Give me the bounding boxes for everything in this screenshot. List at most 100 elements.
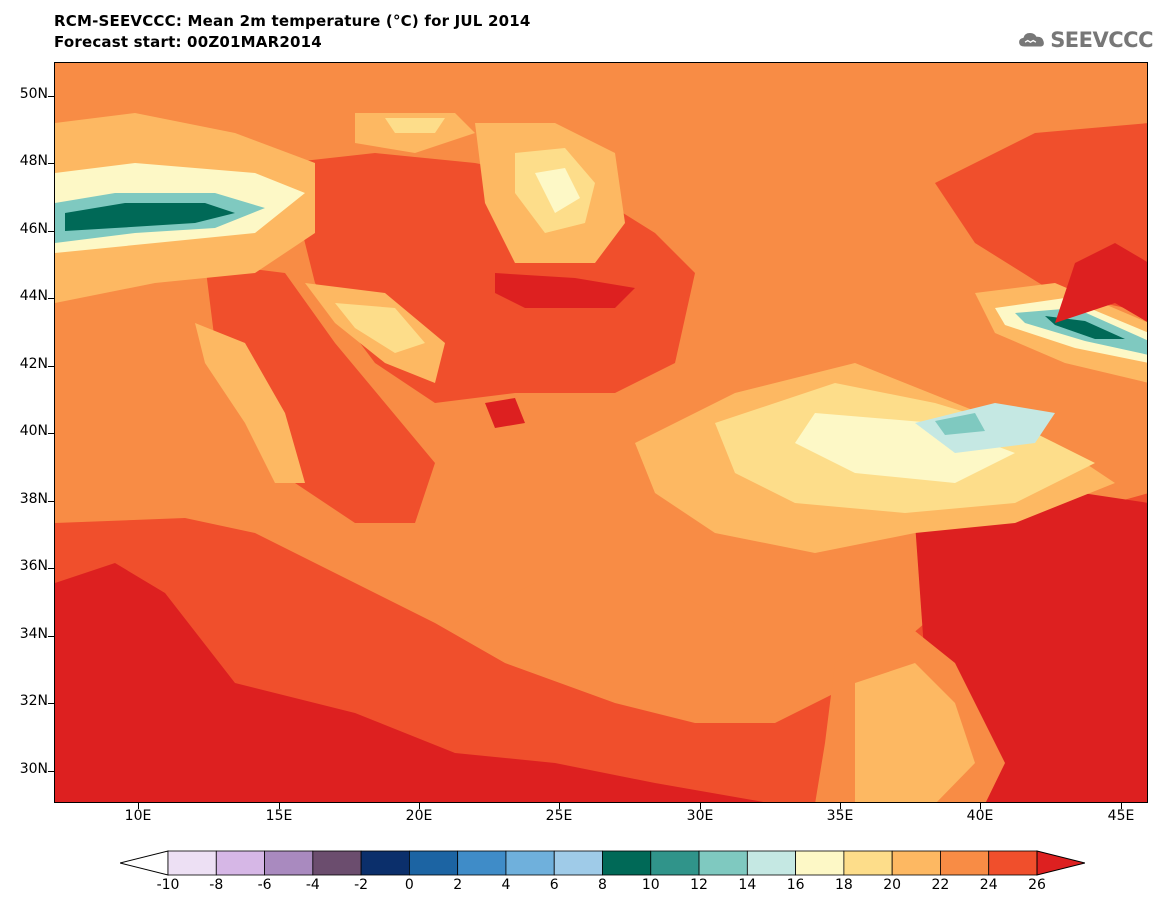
zone-22-sea — [455, 583, 735, 683]
zone-12-anatolia — [935, 413, 985, 435]
lon-label: 30E — [686, 808, 714, 824]
lat-tick — [48, 433, 54, 434]
colorbar-label: -6 — [257, 877, 272, 893]
lon-tick — [419, 803, 420, 809]
zone-14-anatolia — [915, 403, 1055, 453]
colorbar-label: 4 — [501, 877, 511, 893]
colorbar-swatch — [215, 850, 265, 876]
lon-tick — [1121, 803, 1122, 809]
lon-tick — [980, 803, 981, 809]
colorbar-label: 20 — [883, 877, 902, 893]
colorbar-label: 0 — [404, 877, 414, 893]
colorbar-label: 22 — [931, 877, 950, 893]
lat-tick — [48, 231, 54, 232]
temperature-map — [54, 62, 1148, 803]
colorbar-label: 26 — [1028, 877, 1046, 893]
lat-label: 46N — [19, 221, 48, 237]
lat-tick — [48, 366, 54, 367]
colorbar-swatch — [602, 850, 652, 876]
lat-label: 48N — [19, 153, 48, 169]
lat-tick — [48, 298, 54, 299]
colorbar-swatch — [843, 850, 893, 876]
lat-label: 42N — [19, 356, 48, 372]
lon-label: 15E — [265, 808, 293, 824]
lon-tick — [700, 803, 701, 809]
colorbar-label: 8 — [598, 877, 607, 893]
zone-18-dinarides — [335, 303, 425, 353]
colorbar-label: -4 — [305, 877, 320, 893]
lat-tick — [48, 771, 54, 772]
lat-label: 38N — [19, 491, 48, 507]
colorbar-swatch — [795, 850, 845, 876]
lat-label: 44N — [19, 288, 48, 304]
lon-label: 35E — [826, 808, 854, 824]
colorbar-label: 6 — [549, 877, 559, 893]
zone-26-ukraine — [1055, 243, 1147, 323]
colorbar-swatch — [408, 850, 459, 876]
colorbar-swatch — [312, 850, 362, 876]
colorbar-label: -10 — [156, 877, 180, 893]
lon-label: 40E — [966, 808, 994, 824]
colorbar-swatch — [505, 850, 555, 876]
colorbar-label: 2 — [453, 877, 463, 893]
colorbar-label: 10 — [641, 877, 660, 893]
lon-label: 45E — [1107, 808, 1135, 824]
lon-label: 10E — [124, 808, 152, 824]
lon-tick — [559, 803, 560, 809]
colorbar-swatch — [988, 850, 1038, 876]
colorbar-label: 16 — [786, 877, 805, 893]
lat-label: 30N — [19, 761, 48, 777]
map-title: RCM-SEEVCCC: Mean 2m temperature (°C) fo… — [54, 12, 531, 30]
colorbar-swatch — [891, 850, 941, 876]
seevccc-logo: SEEVCCC — [1018, 22, 1153, 58]
zone-8-caucasus — [1045, 316, 1125, 339]
lat-tick — [48, 501, 54, 502]
colorbar-label: 14 — [738, 877, 757, 893]
zone-26-danube — [495, 273, 635, 308]
zone-26-macedonia — [485, 398, 525, 428]
colorbar-swatch — [650, 850, 700, 876]
zone-16-anatolia — [795, 413, 1015, 483]
lat-tick — [48, 568, 54, 569]
colorbar — [120, 850, 1085, 876]
lat-tick — [48, 163, 54, 164]
temperature-field — [55, 63, 1147, 802]
lat-tick — [48, 96, 54, 97]
colorbar-label: -8 — [209, 877, 224, 893]
lat-label: 36N — [19, 558, 48, 574]
colorbar-under-arrow — [120, 850, 169, 876]
lon-tick — [279, 803, 280, 809]
zone-18-hungary — [385, 118, 445, 133]
colorbar-swatch — [698, 850, 748, 876]
colorbar-swatch — [746, 850, 797, 876]
lat-tick — [48, 703, 54, 704]
zone-16-carpathians — [535, 168, 580, 213]
colorbar-swatch — [264, 850, 314, 876]
colorbar-swatch — [553, 850, 603, 876]
lat-label: 34N — [19, 626, 48, 642]
zone-8-alps — [65, 203, 235, 231]
lat-label: 40N — [19, 423, 48, 439]
lon-label: 20E — [405, 808, 433, 824]
lon-tick — [138, 803, 139, 809]
colorbar-swatch — [167, 850, 217, 876]
zone-20-levant — [855, 663, 975, 802]
lat-tick — [48, 636, 54, 637]
colorbar-label: -2 — [354, 877, 369, 893]
colorbar-label: 18 — [834, 877, 853, 893]
lat-label: 32N — [19, 693, 48, 709]
colorbar-swatch — [940, 850, 990, 876]
logo-text: SEEVCCC — [1050, 28, 1153, 52]
zone-20-italy-apennines — [195, 323, 305, 483]
forecast-start-subtitle: Forecast start: 00Z01MAR2014 — [54, 33, 322, 51]
colorbar-swatch — [457, 850, 507, 876]
colorbar-swatch — [360, 850, 410, 876]
lon-tick — [840, 803, 841, 809]
zone-26-libya — [55, 563, 764, 802]
colorbar-over-arrow — [1036, 850, 1085, 876]
colorbar-label: 24 — [979, 877, 998, 893]
cloud-icon — [1019, 32, 1044, 47]
lon-label: 25E — [545, 808, 573, 824]
zone-24-italy — [205, 263, 435, 523]
lat-label: 50N — [19, 86, 48, 102]
